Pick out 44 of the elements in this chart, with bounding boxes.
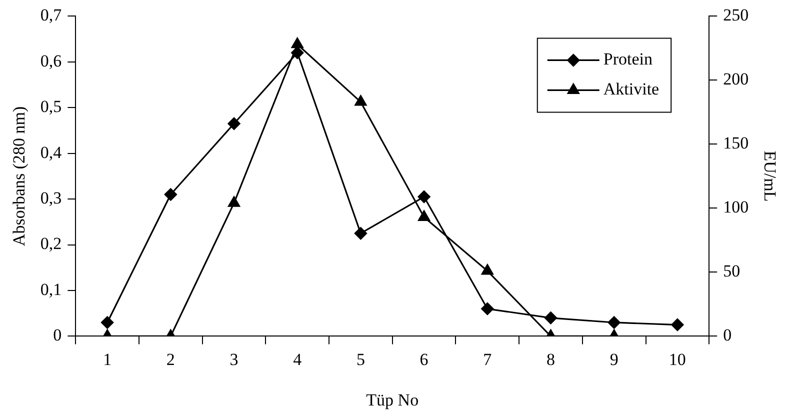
y2-tick-label: 200 — [723, 70, 749, 89]
point — [481, 264, 494, 275]
point — [481, 302, 494, 316]
x-tick-label: 6 — [420, 350, 428, 369]
y2-tick-label: 0 — [723, 326, 732, 345]
point — [608, 316, 620, 329]
y-tick-label: 0,6 — [40, 51, 62, 70]
y2-axis-title: EU/mL — [760, 150, 780, 202]
y2-tick-label: 50 — [723, 262, 740, 281]
point — [101, 316, 114, 329]
point — [354, 227, 368, 240]
x-tick-label: 4 — [293, 350, 302, 369]
point — [164, 188, 177, 201]
point — [418, 190, 430, 204]
y-tick-label: 0,2 — [40, 234, 62, 254]
x-tick-label: 8 — [546, 350, 555, 369]
legend-label: Protein — [603, 50, 653, 69]
point — [544, 312, 558, 324]
x-axis-title: Tüp No — [366, 390, 419, 410]
y-tick-label: 0,5 — [40, 97, 62, 116]
point — [291, 38, 304, 48]
y-tick-label: 0 — [53, 326, 62, 345]
legend-label: Aktivite — [603, 80, 660, 99]
y2-tick-label: 100 — [723, 198, 749, 217]
y-tick-label: 0,4 — [40, 142, 62, 162]
point — [228, 117, 240, 130]
x-tick-label: 3 — [230, 350, 238, 369]
y-axis-title: Absorbans (280 nm) — [10, 106, 29, 246]
y-tick-label: 0,1 — [40, 280, 62, 299]
point — [228, 196, 240, 207]
x-tick-label: 2 — [166, 350, 175, 369]
y-tick-label: 0,7 — [40, 6, 62, 25]
y2-tick-label: 150 — [723, 134, 749, 153]
point — [418, 210, 430, 221]
x-tick-label: 1 — [103, 350, 112, 369]
y-tick-label: 0,3 — [40, 188, 62, 208]
y2-tick-label: 250 — [723, 6, 749, 25]
x-tick-label: 10 — [668, 350, 686, 369]
x-tick-label: 7 — [483, 350, 492, 369]
point — [291, 46, 304, 60]
x-tick-label: 5 — [356, 350, 365, 369]
point — [354, 95, 367, 106]
point — [671, 318, 684, 332]
x-tick-label: 9 — [610, 350, 618, 369]
